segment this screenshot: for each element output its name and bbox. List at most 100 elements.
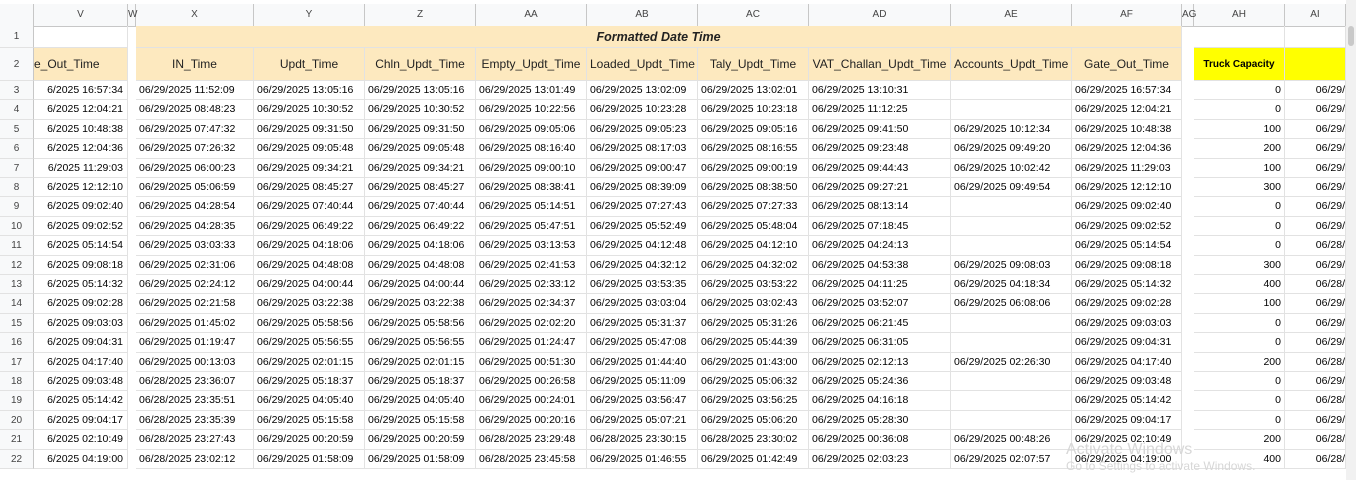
cell-x-16[interactable]: 06/29/2025 01:19:47 [136, 333, 254, 353]
cell-aa-18[interactable]: 06/29/2025 00:26:58 [476, 372, 587, 392]
cell-x-3[interactable]: 06/29/2025 11:52:09 [136, 81, 254, 101]
cell-af-6[interactable]: 06/29/2025 12:04:36 [1072, 139, 1182, 159]
cell-af-13[interactable]: 06/29/2025 05:14:32 [1072, 275, 1182, 295]
cell-aa-17[interactable]: 06/29/2025 00:51:30 [476, 352, 587, 372]
cell-ah-10[interactable]: 0 [1194, 216, 1285, 237]
cell-x-5[interactable]: 06/29/2025 07:47:32 [136, 119, 254, 140]
cell-ah-16[interactable]: 0 [1194, 333, 1285, 353]
cell-y-4[interactable]: 06/29/2025 10:30:52 [254, 100, 365, 120]
cell-ai-8[interactable]: 06/29/ [1285, 178, 1346, 198]
cell-v-14[interactable]: 6/2025 09:02:28 [34, 294, 128, 314]
row-header-20[interactable]: 20 [0, 410, 34, 431]
cell-ac-7[interactable]: 06/29/2025 09:00:19 [698, 158, 809, 178]
cell-x-7[interactable]: 06/29/2025 06:00:23 [136, 158, 254, 178]
cell-y-20[interactable]: 06/29/2025 05:15:58 [254, 410, 365, 431]
cell-x-8[interactable]: 06/29/2025 05:06:59 [136, 178, 254, 198]
cell-z-12[interactable]: 06/29/2025 04:48:08 [365, 255, 476, 275]
cell-ab-10[interactable]: 06/29/2025 05:52:49 [587, 216, 698, 237]
column-header-ah[interactable]: AH [1194, 4, 1285, 26]
header-cell-z[interactable]: Chln_Updt_Time [365, 48, 476, 81]
cell-ae-3[interactable] [951, 81, 1072, 101]
cell-af-8[interactable]: 06/29/2025 12:12:10 [1072, 178, 1182, 198]
cell-v-3[interactable]: 6/2025 16:57:34 [34, 81, 128, 101]
cell-ad-19[interactable]: 06/29/2025 04:16:18 [809, 391, 951, 411]
cell-z-18[interactable]: 06/29/2025 05:18:37 [365, 372, 476, 392]
row-header-12[interactable]: 12 [0, 255, 34, 275]
cell-x-14[interactable]: 06/29/2025 02:21:58 [136, 294, 254, 314]
cell-ae-16[interactable] [951, 333, 1072, 353]
cell-ae-18[interactable] [951, 372, 1072, 392]
cell-ab-4[interactable]: 06/29/2025 10:23:28 [587, 100, 698, 120]
cell-ad-22[interactable]: 06/29/2025 02:03:23 [809, 449, 951, 469]
row-header-1[interactable]: 1 [0, 26, 34, 48]
cell-ae-4[interactable] [951, 100, 1072, 120]
cell-v-11[interactable]: 6/2025 05:14:54 [34, 236, 128, 256]
cell-z-7[interactable]: 06/29/2025 09:34:21 [365, 158, 476, 178]
cell-ab-3[interactable]: 06/29/2025 13:02:09 [587, 81, 698, 101]
cell-ab-12[interactable]: 06/29/2025 04:32:12 [587, 255, 698, 275]
cell-ac-3[interactable]: 06/29/2025 13:02:01 [698, 81, 809, 101]
cell-ab-15[interactable]: 06/29/2025 05:31:37 [587, 313, 698, 334]
cell-y-11[interactable]: 06/29/2025 04:18:06 [254, 236, 365, 256]
row-header-18[interactable]: 18 [0, 372, 34, 392]
cell-ai-19[interactable]: 06/28/ [1285, 391, 1346, 411]
cell-z-11[interactable]: 06/29/2025 04:18:06 [365, 236, 476, 256]
cell-v-9[interactable]: 6/2025 09:02:40 [34, 197, 128, 217]
cell-ad-16[interactable]: 06/29/2025 06:31:05 [809, 333, 951, 353]
cell-aa-10[interactable]: 06/29/2025 05:47:51 [476, 216, 587, 237]
cell-ai-7[interactable]: 06/29/ [1285, 158, 1346, 178]
cell-ai-11[interactable]: 06/28/ [1285, 236, 1346, 256]
cell-ae-13[interactable]: 06/29/2025 04:18:34 [951, 275, 1072, 295]
cell-x-10[interactable]: 06/29/2025 04:28:35 [136, 216, 254, 237]
cell-y-6[interactable]: 06/29/2025 09:05:48 [254, 139, 365, 159]
cell-ai-22[interactable]: 06/28/ [1285, 449, 1346, 469]
cell-y-15[interactable]: 06/29/2025 05:58:56 [254, 313, 365, 334]
cell-ah-7[interactable]: 100 [1194, 158, 1285, 178]
cell-ae-11[interactable] [951, 236, 1072, 256]
cell-ab-7[interactable]: 06/29/2025 09:00:47 [587, 158, 698, 178]
cell-ad-17[interactable]: 06/29/2025 02:12:13 [809, 352, 951, 372]
cell-ah-3[interactable]: 0 [1194, 81, 1285, 101]
header-cell-aa[interactable]: Empty_Updt_Time [476, 48, 587, 81]
cell-z-20[interactable]: 06/29/2025 05:15:58 [365, 410, 476, 431]
cell-ab-22[interactable]: 06/29/2025 01:46:55 [587, 449, 698, 469]
cell-ac-17[interactable]: 06/29/2025 01:43:00 [698, 352, 809, 372]
column-header-ad[interactable]: AD [809, 4, 951, 26]
cell-x-15[interactable]: 06/29/2025 01:45:02 [136, 313, 254, 334]
column-header-v[interactable]: V [34, 4, 128, 26]
formatted-date-time-banner[interactable]: Formatted Date Time [136, 26, 1182, 48]
cell-ac-8[interactable]: 06/29/2025 08:38:50 [698, 178, 809, 198]
cell-ad-12[interactable]: 06/29/2025 04:53:38 [809, 255, 951, 275]
cell-ai-16[interactable]: 06/29/ [1285, 333, 1346, 353]
row-header-9[interactable]: 9 [0, 197, 34, 217]
cell-af-21[interactable]: 06/29/2025 02:10:49 [1072, 430, 1182, 450]
cell-ae-8[interactable]: 06/29/2025 09:49:54 [951, 178, 1072, 198]
row-header-6[interactable]: 6 [0, 139, 34, 159]
cell-AI1[interactable] [1285, 26, 1346, 48]
cell-aa-19[interactable]: 06/29/2025 00:24:01 [476, 391, 587, 411]
cell-af-20[interactable]: 06/29/2025 09:04:17 [1072, 410, 1182, 431]
cell-ae-5[interactable]: 06/29/2025 10:12:34 [951, 119, 1072, 140]
header-cell-x[interactable]: IN_Time [136, 48, 254, 81]
row-header-5[interactable]: 5 [0, 119, 34, 140]
cell-ai-3[interactable]: 06/29/ [1285, 81, 1346, 101]
row-header-21[interactable]: 21 [0, 430, 34, 450]
cell-z-21[interactable]: 06/29/2025 00:20:59 [365, 430, 476, 450]
cell-aa-8[interactable]: 06/29/2025 08:38:41 [476, 178, 587, 198]
cell-y-7[interactable]: 06/29/2025 09:34:21 [254, 158, 365, 178]
cell-x-12[interactable]: 06/29/2025 02:31:06 [136, 255, 254, 275]
cell-ab-21[interactable]: 06/28/2025 23:30:15 [587, 430, 698, 450]
column-header-ai[interactable]: AI [1285, 4, 1346, 26]
cell-ai-6[interactable]: 06/29/ [1285, 139, 1346, 159]
row-header-8[interactable]: 8 [0, 178, 34, 198]
cell-v-8[interactable]: 6/2025 12:12:10 [34, 178, 128, 198]
header-cell-v[interactable]: e_Out_Time [34, 48, 128, 81]
row-header-3[interactable]: 3 [0, 81, 34, 101]
cell-x-22[interactable]: 06/28/2025 23:02:12 [136, 449, 254, 469]
cell-v-10[interactable]: 6/2025 09:02:52 [34, 216, 128, 237]
cell-ah-15[interactable]: 0 [1194, 313, 1285, 334]
header-cell-truck-capacity[interactable]: Truck Capacity [1194, 48, 1285, 81]
header-cell-ad[interactable]: VAT_Challan_Updt_Time [809, 48, 951, 81]
cell-v-6[interactable]: 6/2025 12:04:36 [34, 139, 128, 159]
cell-af-10[interactable]: 06/29/2025 09:02:52 [1072, 216, 1182, 237]
